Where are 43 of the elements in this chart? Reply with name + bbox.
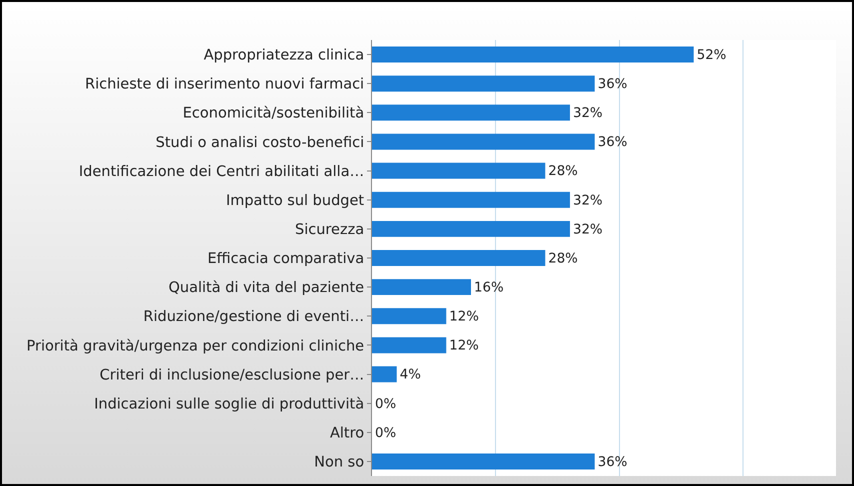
data-label: 32% bbox=[572, 222, 603, 238]
y-tick-label: Efficacia comparativa bbox=[207, 251, 364, 268]
bar bbox=[372, 453, 595, 470]
y-tick-label: Richieste di inserimento nuovi farmaci bbox=[85, 76, 364, 93]
y-tick-label: Non so bbox=[314, 454, 364, 471]
bar bbox=[372, 366, 397, 382]
bar bbox=[372, 46, 694, 63]
y-tick-label: Studi o analisi costo-benefici bbox=[156, 134, 364, 151]
bar bbox=[372, 104, 570, 121]
data-label: 12% bbox=[449, 338, 479, 354]
y-tick-label: Altro bbox=[330, 425, 364, 442]
y-tick-label: Appropriatezza clinica bbox=[204, 48, 364, 64]
data-label: 36% bbox=[598, 135, 628, 150]
y-tick-label: Priorità gravità/urgenza per condizioni cliniche bbox=[26, 338, 364, 354]
data-label: 0% bbox=[375, 396, 396, 412]
y-tick-label: Indicazioni sulle soglie di produttività bbox=[94, 396, 364, 412]
data-label: 32% bbox=[572, 106, 603, 122]
bar bbox=[372, 250, 546, 266]
bar bbox=[372, 76, 595, 92]
data-label: 16% bbox=[474, 280, 504, 296]
bar bbox=[372, 308, 446, 324]
y-tick-label: Identificazione dei Centri abilitati alla… bbox=[78, 164, 364, 180]
data-label: 4% bbox=[400, 368, 421, 383]
bar bbox=[372, 192, 570, 208]
data-label: 52% bbox=[696, 48, 726, 63]
bar bbox=[372, 134, 595, 150]
data-label: 0% bbox=[375, 426, 396, 441]
y-tick-label: Economicità/sostenibilità bbox=[182, 106, 364, 122]
data-label: 28% bbox=[548, 164, 578, 180]
y-tick-label: Impatto sul budget bbox=[226, 192, 364, 209]
data-label: 36% bbox=[598, 77, 628, 92]
data-label: 32% bbox=[572, 193, 603, 208]
data-label: 28% bbox=[548, 251, 578, 266]
bar bbox=[372, 162, 546, 179]
bar bbox=[372, 220, 570, 237]
y-tick-label: Sicurezza bbox=[295, 222, 364, 238]
y-tick-label: Riduzione/gestione di eventi… bbox=[143, 309, 364, 326]
bar bbox=[372, 279, 471, 296]
y-tick-label: Qualità di vita del paziente bbox=[168, 280, 364, 296]
data-label: 36% bbox=[598, 454, 628, 470]
data-label: 12% bbox=[449, 310, 479, 325]
y-tick-label: Criteri di inclusione/esclusione per… bbox=[100, 367, 364, 384]
bar bbox=[372, 337, 446, 354]
